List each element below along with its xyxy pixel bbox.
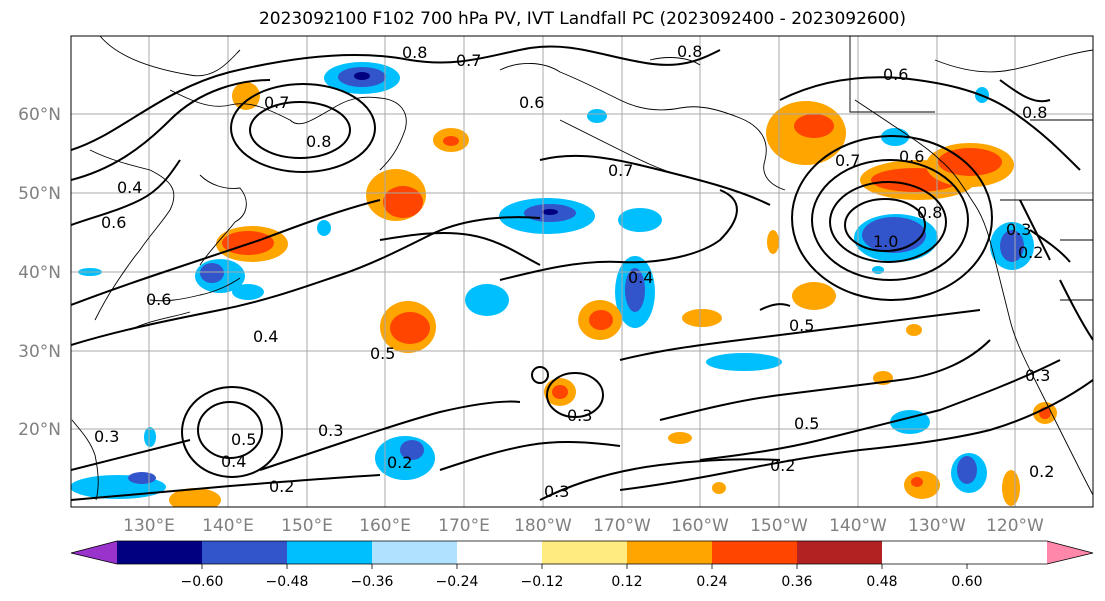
colorbar-segment (287, 541, 372, 564)
colorbar-tick-label: −0.36 (351, 574, 394, 590)
contour-label: 0.2 (269, 477, 294, 496)
pv-contours (71, 45, 1093, 501)
contour-label: 0.8 (402, 43, 427, 62)
contour-label: 0.6 (883, 65, 908, 84)
contour-label: 0.8 (677, 42, 702, 61)
map-frame (70, 35, 1094, 508)
colorbar-tick-label: −0.12 (521, 574, 564, 590)
contour-label: 0.4 (221, 452, 246, 471)
colorbar-tick-label: −0.48 (266, 574, 309, 590)
colorbar-segment (457, 541, 542, 564)
latitude-labels: 60°N 50°N 40°N 30°N 20°N (18, 105, 61, 440)
contour-label: 0.6 (899, 147, 924, 166)
contour-label: 0.7 (456, 51, 481, 70)
contour-label: 0.3 (94, 427, 119, 446)
lon-label: 120°W (986, 516, 1044, 536)
lon-label: 150°E (281, 516, 333, 536)
contour-label: 0.2 (1029, 462, 1054, 481)
contour-label: 0.3 (544, 482, 569, 501)
contour-label: 0.5 (794, 414, 819, 433)
graticule (71, 36, 1093, 507)
contour-label: 0.8 (306, 132, 331, 151)
colorbar-tick-label: 0.36 (781, 574, 812, 590)
contour-label: 0.2 (387, 453, 412, 472)
colorbar: −0.60 −0.48 −0.36 −0.24 −0.12 0.12 0.24 … (70, 540, 1094, 590)
lon-label: 160°W (671, 516, 729, 536)
longitude-labels: 130°E 140°E 150°E 160°E 170°E 180°W 170°… (123, 516, 1044, 536)
colorbar-tick-label: −0.24 (436, 574, 479, 590)
colorbar-segment (627, 541, 712, 564)
colorbar-tick-label: −0.60 (181, 574, 224, 590)
contour-label: 0.2 (1018, 243, 1043, 262)
lat-label: 40°N (18, 263, 61, 283)
colorbar-tick-label: 0.60 (951, 574, 982, 590)
colorbar-tick-label: 0.24 (696, 574, 727, 590)
coastlines (71, 36, 1093, 501)
lon-label: 170°W (593, 516, 651, 536)
lon-label: 130°E (123, 516, 175, 536)
colorbar-segment (797, 541, 882, 564)
contour-label: 0.8 (917, 203, 942, 222)
contour-label: 0.5 (370, 344, 395, 363)
lon-label: 160°E (359, 516, 411, 536)
colorbar-segment (372, 541, 457, 564)
contour-label: 0.2 (770, 456, 795, 475)
contour-label: 0.7 (608, 161, 633, 180)
contour-label: 0.3 (318, 421, 343, 440)
colorbar-tick-label: 0.48 (866, 574, 897, 590)
contour-label: 0.4 (253, 327, 278, 346)
colorbar-arrow-high (1047, 541, 1093, 564)
lon-label: 140°W (829, 516, 887, 536)
lon-label: 170°E (438, 516, 490, 536)
lat-label: 60°N (18, 105, 61, 125)
contour-label: 0.5 (789, 316, 814, 335)
contour-label: 0.3 (1006, 220, 1031, 239)
colorbar-segment (712, 541, 797, 564)
colorbar-ticks (201, 564, 968, 569)
lat-label: 30°N (18, 342, 61, 362)
contour-label: 0.7 (835, 151, 860, 170)
contour-label: 0.6 (146, 290, 171, 309)
lon-label: 150°W (750, 516, 808, 536)
contour-label: 0.6 (519, 93, 544, 112)
contour-label: 0.5 (231, 430, 256, 449)
lat-label: 50°N (18, 184, 61, 204)
map-title: 2023092100 F102 700 hPa PV, IVT Landfall… (258, 9, 906, 29)
contour-label: 0.6 (101, 213, 126, 232)
contour-labels: 0.8 0.7 0.8 0.7 0.6 0.8 0.6 0.7 0.6 0.6 … (94, 42, 1054, 501)
lon-label: 140°E (202, 516, 254, 536)
contour-label: 0.3 (567, 406, 592, 425)
colorbar-segment (117, 541, 202, 564)
lon-label: 130°W (908, 516, 966, 536)
lon-label: 180°W (514, 516, 572, 536)
contour-label: 0.4 (117, 178, 142, 197)
contour-label: 1.0 (873, 232, 898, 251)
colorbar-segment (202, 541, 287, 564)
contour-label: 0.8 (1022, 103, 1047, 122)
colorbar-segment (542, 541, 627, 564)
contour-label: 0.4 (628, 268, 653, 287)
contour-label: 0.3 (1025, 366, 1050, 385)
colorbar-tick-label: 0.12 (611, 574, 642, 590)
contour-label: 0.7 (264, 93, 289, 112)
colorbar-arrow-low (71, 541, 117, 564)
colorbar-outline (70, 540, 1094, 565)
lat-label: 20°N (18, 420, 61, 440)
